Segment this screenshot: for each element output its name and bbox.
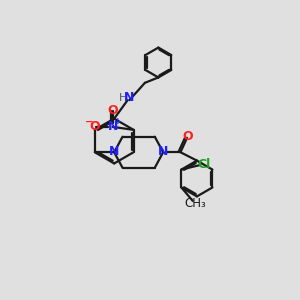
Text: Cl: Cl [197,158,211,171]
Text: N: N [108,120,119,133]
Text: N: N [124,91,135,104]
Text: H: H [119,93,128,103]
Text: N: N [109,146,120,158]
Text: O: O [107,104,118,117]
Text: O: O [89,120,100,133]
Text: +: + [114,117,122,126]
Text: −: − [85,117,94,127]
Text: O: O [182,130,193,143]
Text: N: N [158,146,169,158]
Text: CH₃: CH₃ [184,197,206,210]
